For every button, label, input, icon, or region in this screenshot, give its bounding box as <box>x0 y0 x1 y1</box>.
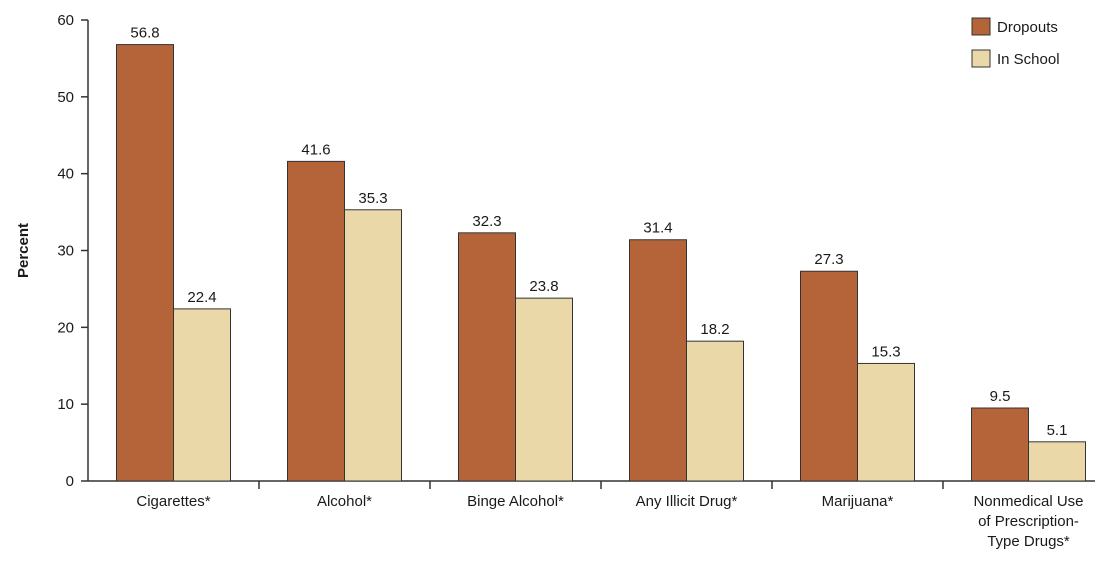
y-axis-label: Percent <box>15 223 32 278</box>
data-label: 23.8 <box>529 278 558 295</box>
legend-swatch-in-school <box>971 49 991 68</box>
x-category-label: Alcohol* <box>317 493 372 510</box>
bar-in-school <box>1028 441 1086 482</box>
bar-dropouts <box>971 407 1029 482</box>
x-category-label: Binge Alcohol* <box>467 493 564 510</box>
legend-swatch-dropouts <box>971 17 991 36</box>
y-tick-label: 30 <box>57 243 74 260</box>
legend-label: Dropouts <box>997 19 1058 36</box>
y-tick-label: 20 <box>57 319 74 336</box>
data-label: 31.4 <box>643 220 672 237</box>
x-category-label: Nonmedical Use of Prescription-Type Drugs… <box>973 493 1083 550</box>
data-label: 32.3 <box>472 213 501 230</box>
data-label: 5.1 <box>1047 422 1068 439</box>
data-label: 35.3 <box>358 190 387 207</box>
x-category-label: Marijuana* <box>822 493 894 510</box>
y-tick-label: 0 <box>66 473 74 490</box>
bar-dropouts <box>458 232 516 482</box>
bar-in-school <box>344 209 402 482</box>
y-tick-label: 40 <box>57 166 74 183</box>
bar-in-school <box>515 297 573 482</box>
data-label: 15.3 <box>871 343 900 360</box>
bar-in-school <box>173 308 231 482</box>
bar-dropouts <box>287 160 345 482</box>
y-tick-label: 50 <box>57 89 74 106</box>
bar-in-school <box>857 362 915 482</box>
legend-label: In School <box>997 51 1060 68</box>
y-tick-label: 10 <box>57 396 74 413</box>
x-category-label: Cigarettes* <box>136 493 210 510</box>
x-category-label: Any Illicit Drug* <box>636 493 738 510</box>
data-label: 18.2 <box>700 321 729 338</box>
bar-in-school <box>686 340 744 482</box>
data-label: 27.3 <box>814 251 843 268</box>
bar-dropouts <box>629 239 687 482</box>
data-label: 22.4 <box>187 289 216 306</box>
data-label: 9.5 <box>990 388 1011 405</box>
bar-dropouts <box>116 44 174 482</box>
data-label: 41.6 <box>301 141 330 158</box>
bar-dropouts <box>800 270 858 482</box>
y-tick-label: 60 <box>57 12 74 29</box>
data-label: 56.8 <box>130 25 159 42</box>
